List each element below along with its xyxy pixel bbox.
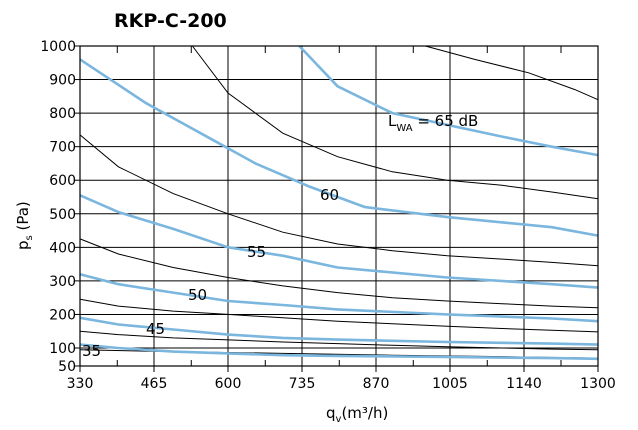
sound-curve-6 xyxy=(298,45,599,157)
y-tick-label-50: 50 xyxy=(58,359,76,375)
curve-label-35: 35 xyxy=(82,342,101,360)
y-axis-ticks: 50 100 200 300 400 500 600 700 800 900 1000 xyxy=(40,39,80,375)
curve-label-45: 45 xyxy=(146,320,165,338)
system-curve-3 xyxy=(79,238,599,309)
y-tick-label-800: 800 xyxy=(49,106,76,122)
y-tick-label-1000: 1000 xyxy=(40,39,76,55)
x-axis-label: qv(m³/h) xyxy=(326,404,388,425)
y-axis-label-sub: s xyxy=(24,235,35,240)
sound-curves xyxy=(79,45,599,361)
sound-curve-4 xyxy=(79,194,599,289)
sound-curve-3 xyxy=(79,272,599,323)
sound-curve-1 xyxy=(79,343,599,361)
y-tick-label-100: 100 xyxy=(49,341,76,357)
curve-label-65: LWA = 65 dB xyxy=(388,112,478,134)
x-tick-label-330: 330 xyxy=(67,376,94,392)
y-tick-label-300: 300 xyxy=(49,274,76,290)
sound-curve-5 xyxy=(79,58,599,237)
y-axis-label: ps (Pa) xyxy=(14,201,35,250)
x-axis-label-base: q xyxy=(326,404,336,422)
curve-label-65-sub: WA xyxy=(396,123,412,134)
system-curve-1 xyxy=(192,45,599,200)
curve-label-65-base: L xyxy=(388,112,397,130)
curve-label-60: 60 xyxy=(320,186,339,204)
y-tick-label-600: 600 xyxy=(49,173,76,189)
curve-label-65-rest: = 65 dB xyxy=(413,112,479,130)
x-tick-label-870: 870 xyxy=(363,376,390,392)
system-curve-7 xyxy=(425,45,599,101)
sound-curve-2 xyxy=(79,316,599,346)
y-tick-label-500: 500 xyxy=(49,207,76,223)
x-axis-ticks: 330 465 600 735 870 1005 1140 1300 xyxy=(67,46,616,392)
y-tick-label-400: 400 xyxy=(49,240,76,256)
x-tick-label-1300: 1300 xyxy=(580,376,616,392)
system-curve-2 xyxy=(79,134,599,267)
x-tick-label-1005: 1005 xyxy=(432,376,468,392)
system-curve-5 xyxy=(79,330,599,351)
curve-label-50: 50 xyxy=(188,286,207,304)
x-tick-label-1140: 1140 xyxy=(506,376,542,392)
y-tick-label-700: 700 xyxy=(49,140,76,156)
chart-title: RKP-C-200 xyxy=(114,10,227,32)
y-tick-label-900: 900 xyxy=(49,73,76,89)
x-tick-label-465: 465 xyxy=(141,376,168,392)
x-tick-label-735: 735 xyxy=(289,376,316,392)
y-axis-label-rest: (Pa) xyxy=(14,201,32,235)
x-tick-label-600: 600 xyxy=(215,376,242,392)
curve-label-55: 55 xyxy=(247,243,266,261)
x-axis-label-rest: (m³/h) xyxy=(341,404,388,422)
y-tick-label-200: 200 xyxy=(49,307,76,323)
y-axis-label-base: p xyxy=(14,240,32,250)
system-curve-4 xyxy=(79,298,599,333)
x-axis-label-sub: v xyxy=(336,414,342,425)
